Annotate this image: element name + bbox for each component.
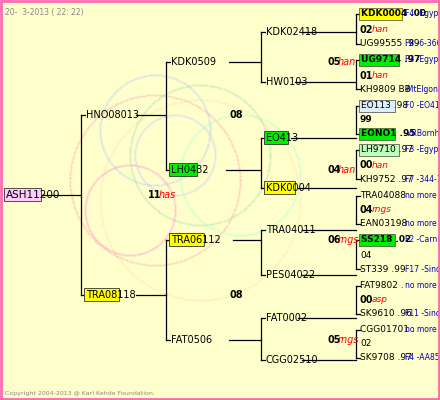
Text: 02: 02 — [360, 340, 371, 348]
Text: F4 -AA8519: F4 -AA8519 — [405, 354, 440, 362]
Text: 20-  3-2013 ( 22: 22): 20- 3-2013 ( 22: 22) — [5, 8, 84, 17]
Text: 11: 11 — [148, 190, 161, 200]
Text: han: han — [371, 160, 388, 170]
Text: UG99555 .99: UG99555 .99 — [360, 40, 419, 48]
FancyBboxPatch shape — [359, 234, 396, 246]
Text: EAN03198 .: EAN03198 . — [360, 220, 413, 228]
Text: CGG02510: CGG02510 — [266, 355, 319, 365]
Text: 00: 00 — [360, 295, 374, 305]
Text: F0 -EO415: F0 -EO415 — [405, 102, 440, 110]
FancyBboxPatch shape — [359, 100, 396, 112]
Text: F11 -Sinop72R: F11 -Sinop72R — [405, 310, 440, 318]
Text: F4 -Egypt94-1R: F4 -Egypt94-1R — [405, 10, 440, 18]
Text: no more: no more — [405, 282, 436, 290]
Text: han: han — [338, 165, 356, 175]
FancyBboxPatch shape — [359, 54, 399, 66]
Text: no more: no more — [405, 326, 436, 334]
Text: rngs: rngs — [371, 206, 391, 214]
FancyBboxPatch shape — [359, 8, 402, 20]
Text: han: han — [371, 72, 388, 80]
Text: F2 -Carnic99R: F2 -Carnic99R — [405, 236, 440, 244]
Text: PES04022: PES04022 — [266, 270, 315, 280]
Text: KDK0509: KDK0509 — [171, 57, 216, 67]
Text: LH0482: LH0482 — [171, 165, 209, 175]
Text: CGG01701 .: CGG01701 . — [360, 326, 415, 334]
Text: 04: 04 — [360, 252, 371, 260]
Text: HNO08013: HNO08013 — [86, 110, 139, 120]
Text: rngs: rngs — [338, 335, 359, 345]
Text: F17 -Sinop62R: F17 -Sinop62R — [405, 264, 440, 274]
Text: KDK0004 .00: KDK0004 .00 — [361, 10, 426, 18]
Text: LH9710 .97: LH9710 .97 — [361, 146, 413, 154]
Text: F3 -Egypt94-1R: F3 -Egypt94-1R — [405, 56, 440, 64]
Text: han: han — [371, 26, 388, 34]
Text: F8 -6-366: F8 -6-366 — [405, 40, 440, 48]
FancyBboxPatch shape — [359, 144, 399, 156]
Text: KDK0004: KDK0004 — [266, 183, 311, 193]
Text: TRA08118: TRA08118 — [86, 290, 136, 300]
Text: ASH11200: ASH11200 — [6, 190, 60, 200]
Text: EONO1 .95: EONO1 .95 — [361, 130, 416, 138]
Text: FAT0002: FAT0002 — [266, 313, 307, 323]
Text: KH9752 .97: KH9752 .97 — [360, 174, 413, 184]
Text: EO113 .98: EO113 .98 — [361, 102, 408, 110]
Text: FAT9802 .: FAT9802 . — [360, 282, 403, 290]
Text: han: han — [338, 57, 356, 67]
Text: 04: 04 — [327, 165, 341, 175]
Text: asp: asp — [371, 296, 387, 304]
Text: has: has — [159, 190, 176, 200]
Text: TRA04011: TRA04011 — [266, 225, 315, 235]
Text: no more: no more — [405, 220, 436, 228]
Text: 06: 06 — [327, 235, 341, 245]
FancyBboxPatch shape — [169, 163, 197, 176]
Text: HW0103: HW0103 — [266, 77, 308, 87]
Text: 04: 04 — [360, 205, 374, 215]
Text: F7 -344-13: F7 -344-13 — [405, 174, 440, 184]
FancyBboxPatch shape — [359, 128, 396, 140]
Text: F3 -Egypt94-1R: F3 -Egypt94-1R — [405, 146, 440, 154]
Text: 99: 99 — [360, 116, 373, 124]
Text: FAT0506: FAT0506 — [171, 335, 212, 345]
Text: TRA04088 .: TRA04088 . — [360, 192, 412, 200]
Text: Copyright 2004-2013 @ Karl Kehde Foundation.: Copyright 2004-2013 @ Karl Kehde Foundat… — [5, 391, 155, 396]
Text: 08: 08 — [230, 110, 244, 120]
Text: 01: 01 — [360, 71, 374, 81]
Text: 05: 05 — [327, 335, 341, 345]
Text: KDK02418: KDK02418 — [266, 27, 317, 37]
Text: UG9714 .97: UG9714 .97 — [361, 56, 420, 64]
FancyBboxPatch shape — [84, 288, 119, 301]
Text: SK9708 .97: SK9708 .97 — [360, 354, 412, 362]
Text: 08: 08 — [230, 290, 244, 300]
Text: EO413: EO413 — [266, 133, 298, 143]
Text: SK9610 .96: SK9610 .96 — [360, 310, 412, 318]
Text: -VRBornholm95R: -VRBornholm95R — [405, 130, 440, 138]
Text: 00: 00 — [360, 160, 374, 170]
Text: TRA06112: TRA06112 — [171, 235, 221, 245]
FancyBboxPatch shape — [264, 131, 288, 144]
Text: 02: 02 — [360, 25, 374, 35]
Text: rngs: rngs — [338, 235, 359, 245]
FancyBboxPatch shape — [4, 188, 41, 201]
Text: ST339 .99: ST339 .99 — [360, 264, 406, 274]
Text: -MtElgonEggs88R: -MtElgonEggs88R — [405, 84, 440, 94]
Text: no more: no more — [405, 192, 436, 200]
Text: SS218 .02: SS218 .02 — [361, 236, 411, 244]
FancyBboxPatch shape — [169, 233, 204, 246]
FancyBboxPatch shape — [264, 181, 296, 194]
Text: KH9809 BB: KH9809 BB — [360, 84, 411, 94]
Text: 05: 05 — [327, 57, 341, 67]
